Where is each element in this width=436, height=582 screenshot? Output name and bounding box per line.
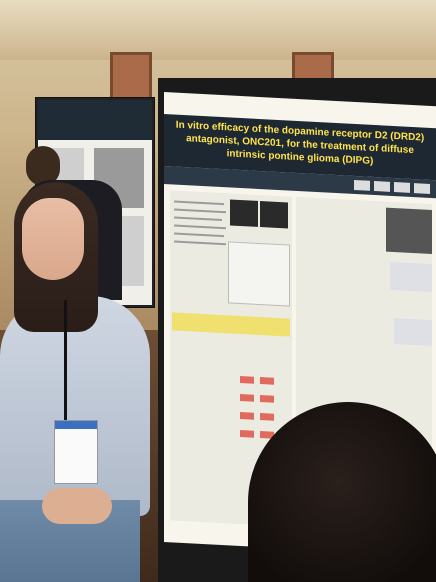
presenter-hands: [42, 488, 112, 524]
microscopy-image: [260, 201, 288, 229]
red-data-cell: [260, 395, 274, 403]
foreground-head: [248, 402, 436, 582]
lanyard: [64, 300, 67, 430]
institution-logo: [354, 179, 370, 191]
institution-logo: [414, 183, 430, 194]
red-data-cell: [240, 411, 254, 420]
ornate-ceiling: [0, 0, 436, 60]
bar-figure: [394, 318, 432, 347]
name-badge: [54, 420, 98, 484]
presenter-face: [22, 198, 84, 280]
red-data-cell: [240, 375, 254, 384]
red-data-cell: [260, 413, 274, 421]
red-data-cell: [240, 429, 254, 438]
wall-frame-left: [110, 52, 152, 102]
bar-figure: [390, 261, 432, 293]
microscopy-image: [230, 199, 258, 227]
badge-stripe: [55, 421, 97, 429]
red-data-cell: [240, 393, 254, 402]
red-data-cell: [260, 377, 274, 385]
image-grid: [386, 207, 432, 255]
institution-logo: [374, 181, 390, 192]
scatter-figure: [228, 241, 290, 307]
background-poster-header: [38, 100, 152, 140]
attendee-head: [26, 146, 60, 186]
institution-logo: [394, 182, 410, 193]
